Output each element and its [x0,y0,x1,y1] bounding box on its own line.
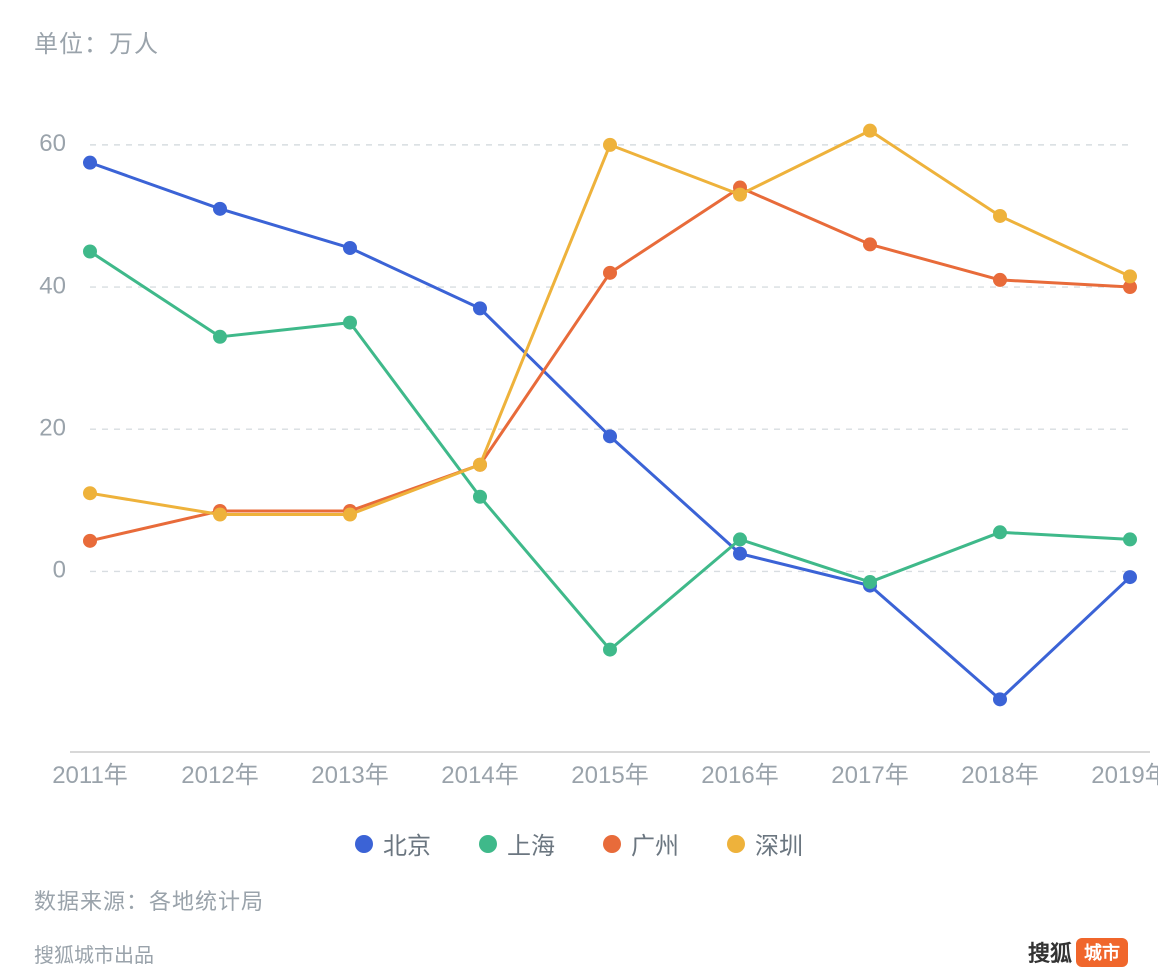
legend-label: 北京 [383,826,431,861]
svg-text:2014年: 2014年 [441,762,518,789]
svg-text:40: 40 [39,272,66,299]
svg-text:0: 0 [53,557,66,584]
svg-text:2019年: 2019年 [1091,762,1158,789]
brand-badge: 城市 [1076,938,1128,967]
brand-main: 搜狐 [1028,936,1072,968]
svg-text:2017年: 2017年 [831,762,908,789]
legend-dot-icon [355,835,373,853]
source-label: 数据来源：各地统计局 [34,884,264,916]
line-chart: 0 20 40 60 2011年 2012年 2013年 2014年 2015年 2016年 201… [0,0,1158,800]
credit-left: 搜狐城市出品 [34,939,154,968]
brand-logo: 搜狐 城市 [1028,936,1128,968]
legend-dot-icon [479,835,497,853]
legend-dot-icon [727,835,745,853]
legend-item[interactable]: 广州 [603,826,679,861]
legend-item[interactable]: 上海 [479,826,555,861]
legend-label: 广州 [631,826,679,861]
svg-text:60: 60 [39,130,66,157]
svg-text:2015年: 2015年 [571,762,648,789]
legend-dot-icon [603,835,621,853]
credit-row: 搜狐城市出品 搜狐 城市 [34,936,1128,968]
svg-text:2013年: 2013年 [311,762,388,789]
svg-text:2018年: 2018年 [961,762,1038,789]
legend-item[interactable]: 北京 [355,826,431,861]
svg-text:20: 20 [39,415,66,442]
svg-text:2016年: 2016年 [701,762,778,789]
svg-text:2011年: 2011年 [52,762,128,789]
chart-legend: 北京 上海 广州 深圳 [0,826,1158,861]
legend-label: 深圳 [755,826,803,861]
legend-label: 上海 [507,826,555,861]
legend-item[interactable]: 深圳 [727,826,803,861]
svg-text:2012年: 2012年 [181,762,258,789]
